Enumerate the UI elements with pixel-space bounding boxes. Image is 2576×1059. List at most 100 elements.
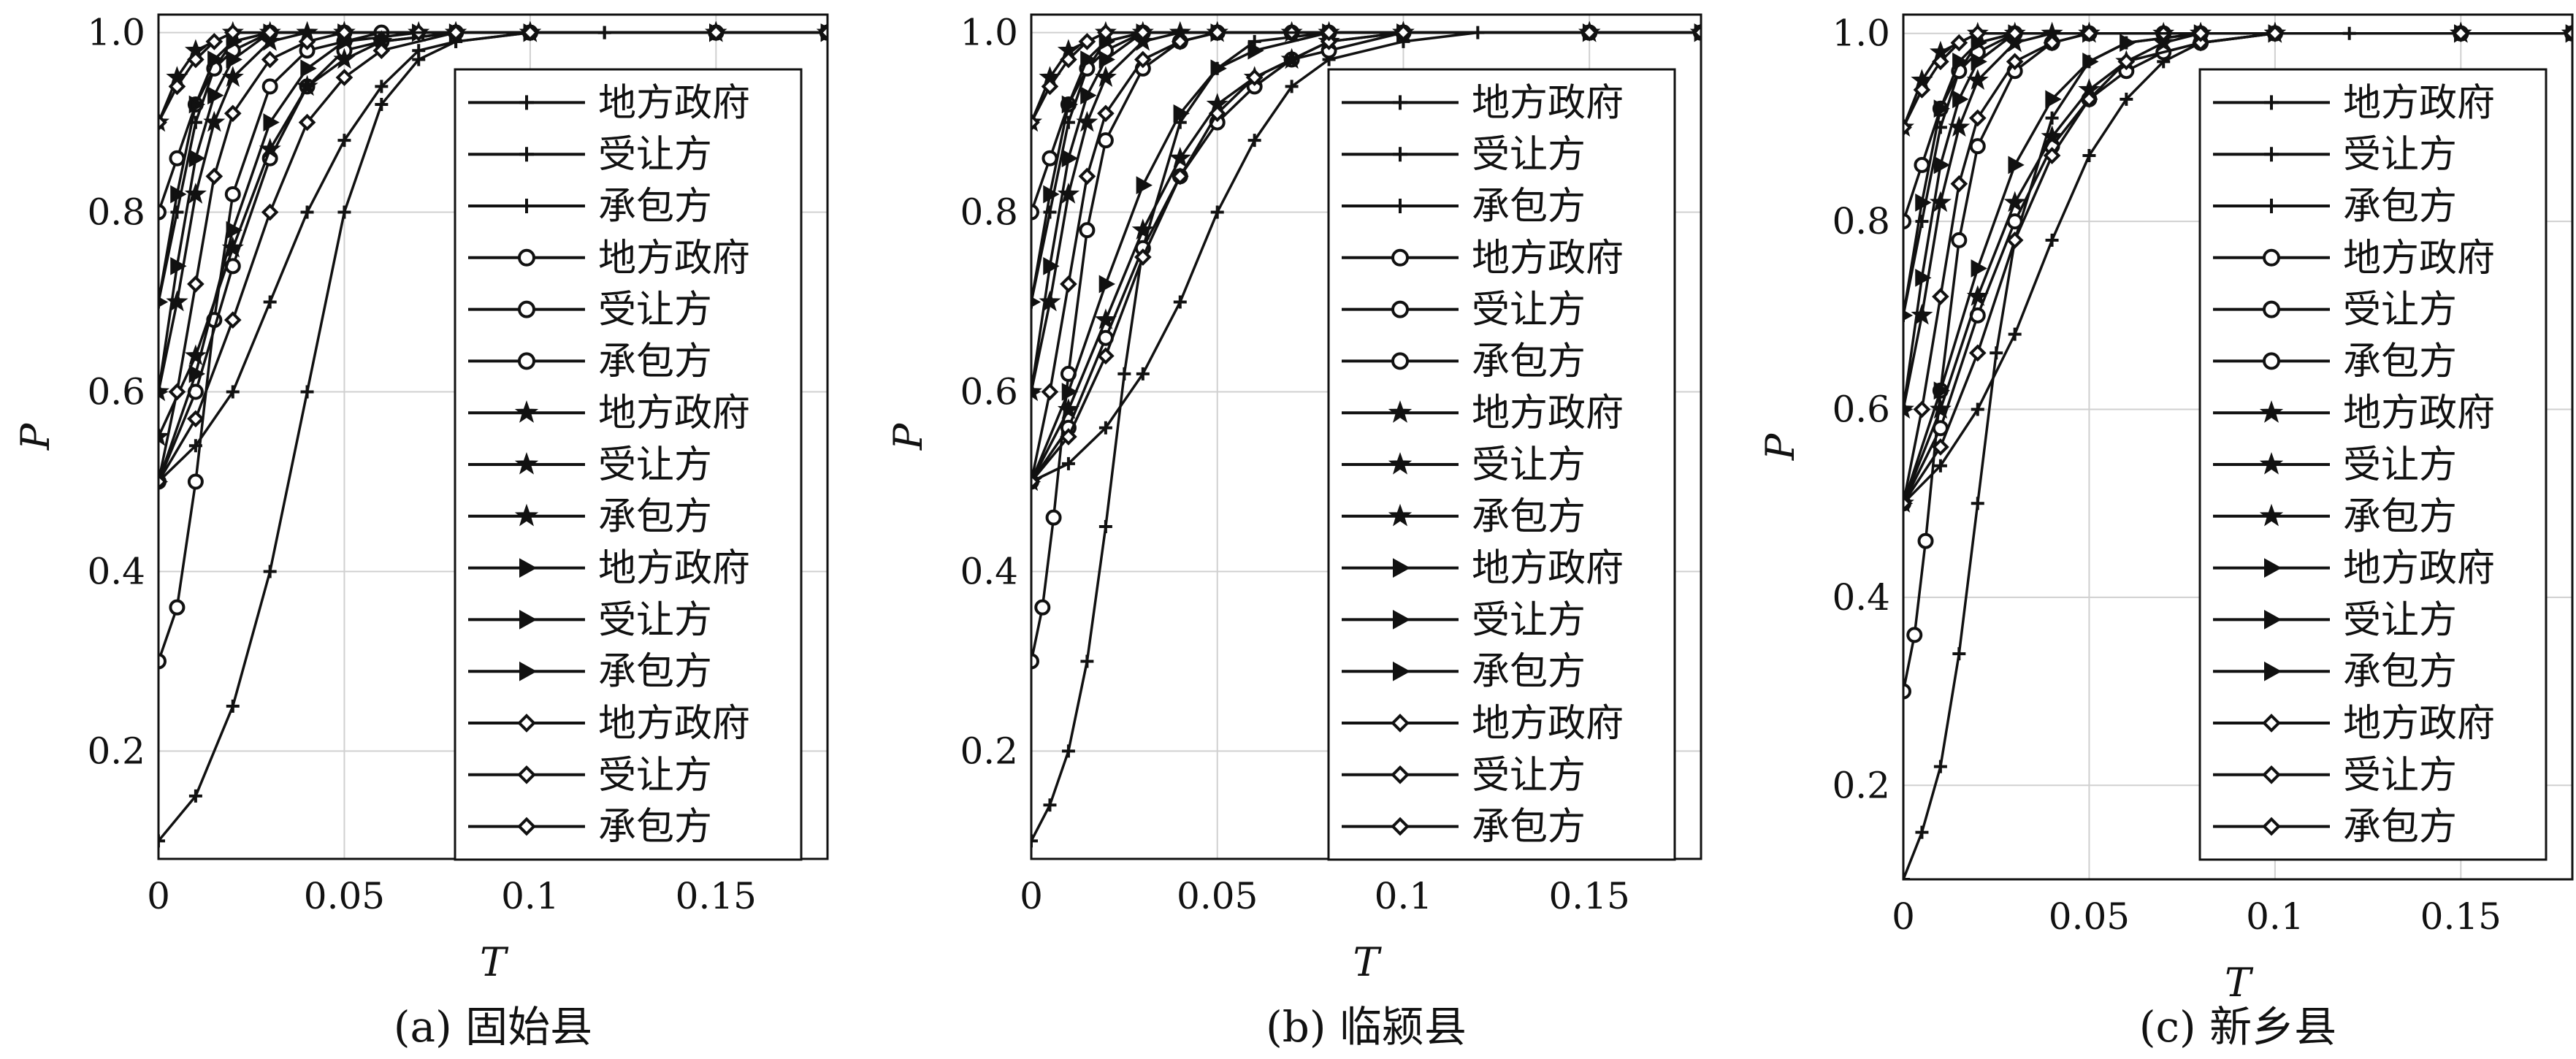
legend-item: 地方政府 [468,237,750,280]
axes-frame [1902,13,2574,881]
legend-label: 承包方 [1472,340,1586,383]
data-point-triangle-right [2082,52,2099,71]
data-point-diamond [1932,288,1949,305]
legend-item: 受让方 [1342,598,1586,642]
chart-panel-3: 0 0.05 0.1 0.150.20.40.60.81.0TP地方政府受让方承包方地… [1757,12,2574,1052]
data-point-diamond [1903,118,1912,137]
legend-marker-diamond [1391,765,1410,784]
data-point-star [2152,31,2175,53]
x-tick-label: 0 [147,875,170,917]
data-point-plus [226,385,240,399]
data-point-diamond [1932,438,1949,456]
legend-marker-triangle-right [1393,661,1411,681]
data-point-triangle-right [1043,256,1060,275]
legend-label: 承包方 [598,185,712,229]
legend-marker-diamond [2262,765,2281,784]
data-point-triangle-right [263,113,280,131]
legend-item: 受让方 [1342,133,1586,177]
data-point-circle [1031,204,1039,221]
data-point-star [2003,191,2026,213]
legend-marker-plus [519,199,534,213]
legend-marker-plus [2264,199,2279,213]
data-point-diamond [1903,494,1912,513]
legend-label: 地方政府 [598,237,750,280]
data-point-plus [1031,834,1038,848]
data-point-plus [375,80,389,93]
x-tick-label: 0.05 [2049,895,2130,938]
legend-item: 地方政府 [1342,81,1624,125]
legend-marker-circle [518,352,535,370]
data-point-diamond [223,311,242,329]
legend-item: 受让方 [2213,133,2457,177]
data-point-circle [187,473,204,490]
data-point-diamond [1031,113,1040,131]
legend-marker-triangle-right [2264,558,2282,578]
y-tick-label: 0.6 [1832,389,1890,431]
data-point-diamond [1932,53,1949,71]
legend-item: 受让方 [468,288,712,332]
legend-item: 承包方 [2213,650,2457,694]
legend-item: 受让方 [2213,288,2457,332]
legend-label: 地方政府 [598,391,750,435]
data-point-circle [169,150,186,167]
legend-label: 地方政府 [1472,702,1624,746]
data-point-plus [1971,402,1984,416]
data-point-diamond [1950,34,1968,52]
x-tick-label: 0 [1020,875,1043,917]
legend-marker-star [1388,451,1413,475]
data-point-triangle-right [1080,86,1097,105]
data-point-star [1131,218,1154,240]
data-point-plus [158,834,165,848]
legend-item: 受让方 [2213,443,2457,487]
legend-item: 地方政府 [1342,237,1624,280]
legend-item: 承包方 [468,185,712,229]
data-point-diamond [2117,53,2136,71]
data-point-triangle-right [226,50,242,69]
data-point-diamond [2080,90,2098,108]
data-point-triangle-right [1933,156,1951,175]
legend-label: 受让方 [598,754,712,798]
x-tick-label: 0.05 [1177,875,1258,917]
legend-item: 受让方 [468,443,712,487]
data-point-diamond [168,383,186,401]
data-point-triangle-right [1098,50,1116,69]
legend-label: 地方政府 [598,702,750,746]
legend-item: 承包方 [468,340,712,383]
legend-marker-circle [1391,248,1409,267]
legend-item: 承包方 [468,495,712,539]
y-axis-label: P [885,422,931,451]
data-point-plus [1098,519,1112,533]
legend-label: 地方政府 [598,81,750,125]
legend-item: 地方政府 [2213,237,2495,280]
data-point-triangle-right [1933,381,1951,400]
legend-label: 地方政府 [2343,547,2495,591]
legend: 地方政府受让方承包方地方政府受让方承包方地方政府受让方承包方地方政府受让方承包方… [454,68,803,861]
data-point-diamond [447,23,465,42]
legend-label: 受让方 [598,598,712,642]
legend-item: 受让方 [1342,288,1586,332]
legend-marker-circle [2263,248,2280,267]
data-point-diamond [2266,24,2284,42]
data-point-plus [1247,134,1261,148]
data-point-diamond [298,33,316,50]
data-point-triangle-right [1971,259,1987,278]
legend-item: 受让方 [468,754,712,798]
legend-marker-triangle-right [2264,610,2282,630]
data-point-plus [226,699,240,713]
data-point-diamond [187,275,205,293]
y-tick-label: 1.0 [960,12,1018,54]
data-point-diamond [2043,147,2061,164]
data-point-diamond [1581,23,1598,42]
data-point-triangle-right [1210,59,1227,78]
data-point-plus [1061,744,1075,758]
data-point-triangle-right [1971,52,1987,71]
legend-item: 承包方 [1342,185,1586,229]
legend-label: 承包方 [2343,650,2457,694]
data-point-diamond [168,77,186,96]
data-point-plus [2120,92,2133,106]
legend-item: 承包方 [2213,495,2457,539]
y-tick-label: 0.4 [960,550,1018,592]
data-point-triangle-right [188,149,206,168]
data-point-diamond [158,473,167,491]
legend-marker-star [1388,503,1413,527]
